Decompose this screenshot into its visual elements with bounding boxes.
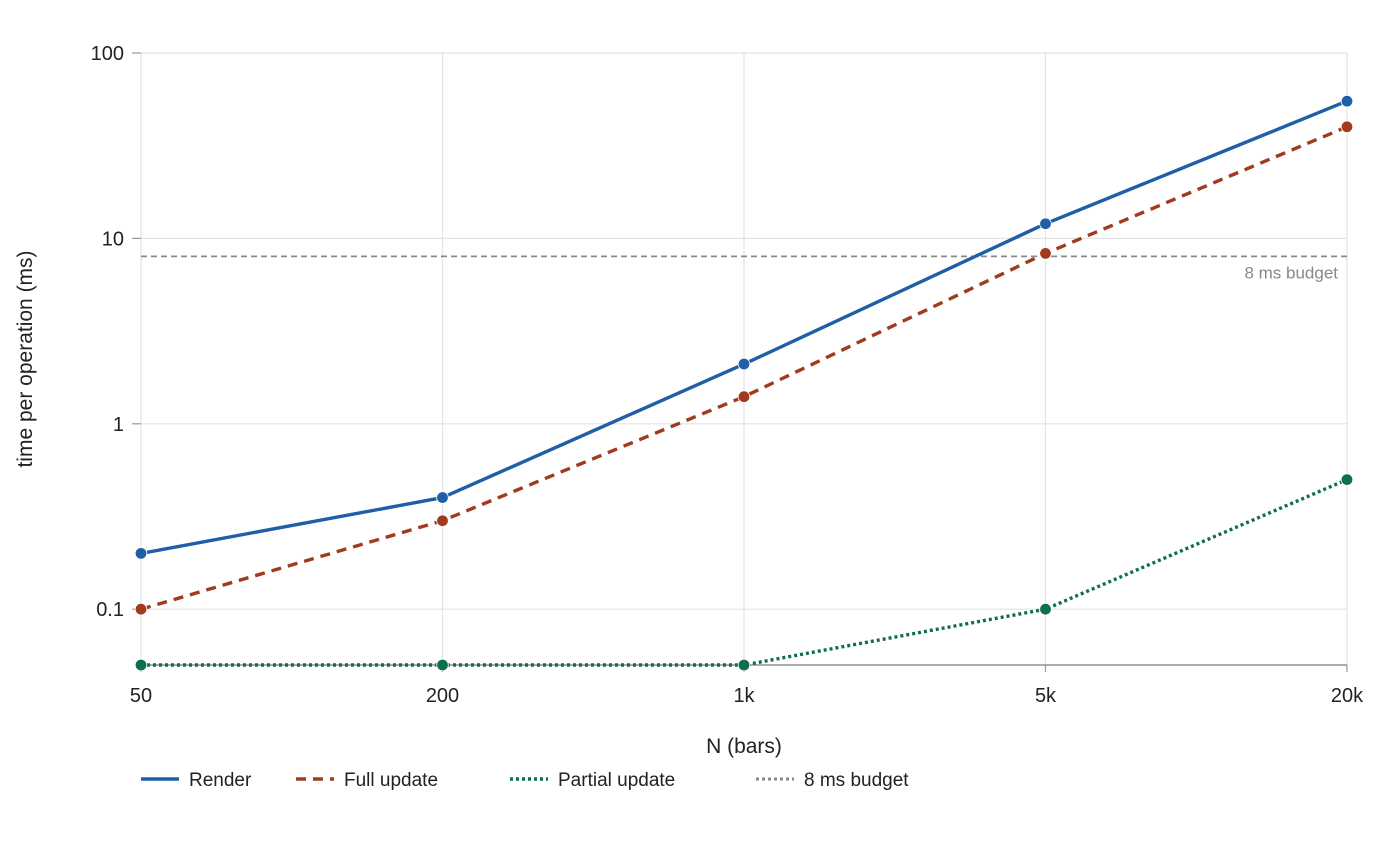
- series-line-1: [140, 125, 1348, 611]
- data-point: [436, 491, 449, 504]
- grid: [140, 52, 1348, 665]
- legend-item: Full update: [296, 770, 438, 791]
- data-point: [737, 390, 751, 403]
- x-tick-label: 20k: [1331, 685, 1364, 707]
- budget-reference-label: 8 ms budget: [1244, 263, 1338, 282]
- data-point: [1039, 217, 1052, 230]
- x-tick-label: 200: [426, 685, 459, 707]
- x-tick-label: 5k: [1035, 685, 1057, 707]
- legend-item: 8 ms budget: [756, 770, 909, 791]
- y-tick-label: 10: [102, 228, 124, 250]
- data-point: [1340, 120, 1354, 133]
- data-point: [134, 547, 148, 560]
- reference-lines: 8 ms budget: [141, 255, 1347, 282]
- legend-label: 8 ms budget: [804, 770, 909, 791]
- legend: Render Full update Partial update 8 ms budg…: [141, 770, 909, 791]
- tick-labels: 50 200 1k 5k 20k 0.1 1 10 100: [91, 43, 1364, 707]
- data-point: [1340, 473, 1354, 486]
- data-point: [1039, 602, 1052, 616]
- y-tick-label: 1: [113, 414, 124, 436]
- data-point: [436, 514, 449, 527]
- data-point: [737, 357, 751, 371]
- x-axis-title: N (bars): [706, 735, 782, 758]
- x-tick-label: 1k: [733, 685, 755, 707]
- y-axis-title: time per operation (ms): [14, 250, 37, 467]
- data-point: [134, 658, 148, 672]
- y-tick-label: 100: [91, 43, 124, 65]
- data-point: [1340, 94, 1354, 108]
- legend-item: Partial update: [510, 770, 675, 791]
- data-point: [134, 602, 148, 616]
- data-point: [1039, 247, 1052, 260]
- legend-item: Render: [141, 770, 252, 791]
- y-tick-label: 0.1: [96, 599, 124, 621]
- legend-label: Partial update: [558, 770, 675, 791]
- data-point: [737, 658, 751, 672]
- legend-label: Full update: [344, 770, 438, 791]
- series: [134, 94, 1354, 672]
- x-tick-label: 50: [130, 685, 152, 707]
- data-point: [436, 658, 449, 672]
- legend-label: Render: [189, 770, 252, 791]
